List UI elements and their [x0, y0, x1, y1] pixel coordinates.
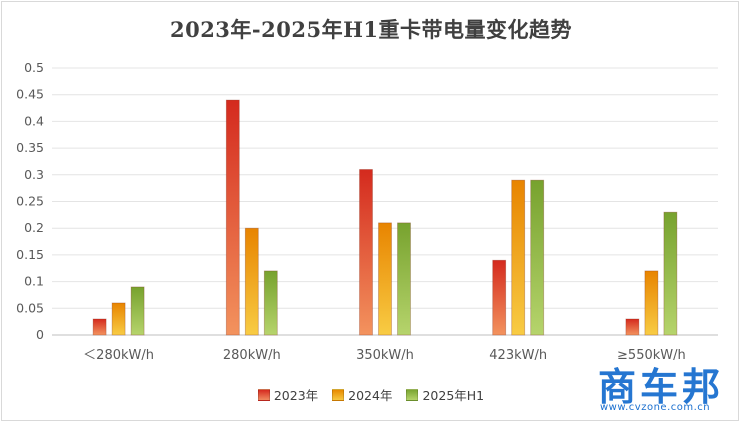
watermark-url: www.cvzone.com.cn	[600, 402, 711, 413]
y-tick-label: 0.1	[24, 274, 44, 289]
bar-3-1	[130, 286, 145, 336]
x-tick-label: 350kW/h	[356, 348, 414, 363]
x-tick-label: ＜280kW/h	[83, 348, 154, 363]
bar-2-2	[244, 227, 259, 336]
legend-swatch-2024	[332, 388, 345, 401]
legend-item-2023: 2023年	[257, 385, 319, 404]
y-tick-label: 0.35	[16, 140, 44, 155]
y-tick-label: 0.25	[16, 194, 44, 209]
legend-swatch-2025h1	[406, 388, 419, 401]
bar-3-3	[397, 222, 411, 336]
y-tick-label: 0.45	[16, 87, 44, 102]
x-tick-label: 423kW/h	[489, 348, 547, 363]
bar-2-5	[644, 270, 659, 336]
y-tick-label: 0.05	[16, 300, 44, 315]
y-tick-label: 0.4	[24, 113, 44, 128]
x-tick-label: 280kW/h	[223, 348, 281, 363]
watermark-logo: 商车邦 www.cvzone.com.cn	[594, 356, 740, 418]
bar-1-5	[625, 318, 640, 336]
chart-title: 2023年-2025年H1重卡带电量变化趋势	[169, 17, 573, 42]
bar-3-5	[663, 211, 678, 336]
bar-1-2	[225, 99, 240, 336]
y-tick-label: 0.15	[16, 247, 44, 262]
legend-label-2025h1: 2025年H1	[422, 388, 485, 403]
y-tick-label: 0.2	[24, 220, 44, 235]
y-tick-label: 0.3	[24, 167, 44, 182]
y-tick-label: 0.5	[24, 60, 44, 75]
bar-2-3	[378, 222, 392, 336]
bar-1-1	[92, 318, 107, 336]
watermark-brand: 商车邦	[598, 365, 725, 409]
legend-label-2023: 2023年	[273, 388, 319, 403]
bar-3-4	[530, 179, 545, 336]
legend-swatch-2023	[257, 388, 270, 401]
y-tick-label: 0	[36, 327, 44, 342]
bar-3-2	[263, 270, 278, 336]
bar-1-3	[359, 169, 373, 336]
bar-1-4	[492, 259, 507, 336]
legend-label-2024: 2024年	[348, 388, 393, 403]
chart-legend: 2023年 2024年 2025年H1	[0, 385, 742, 404]
legend-item-2024: 2024年	[332, 385, 392, 404]
bar-2-1	[111, 302, 126, 336]
bar-2-4	[511, 179, 526, 336]
x-tick-label: ≥550kW/h	[617, 348, 686, 363]
legend-item-2025h1: 2025年H1	[406, 385, 484, 404]
